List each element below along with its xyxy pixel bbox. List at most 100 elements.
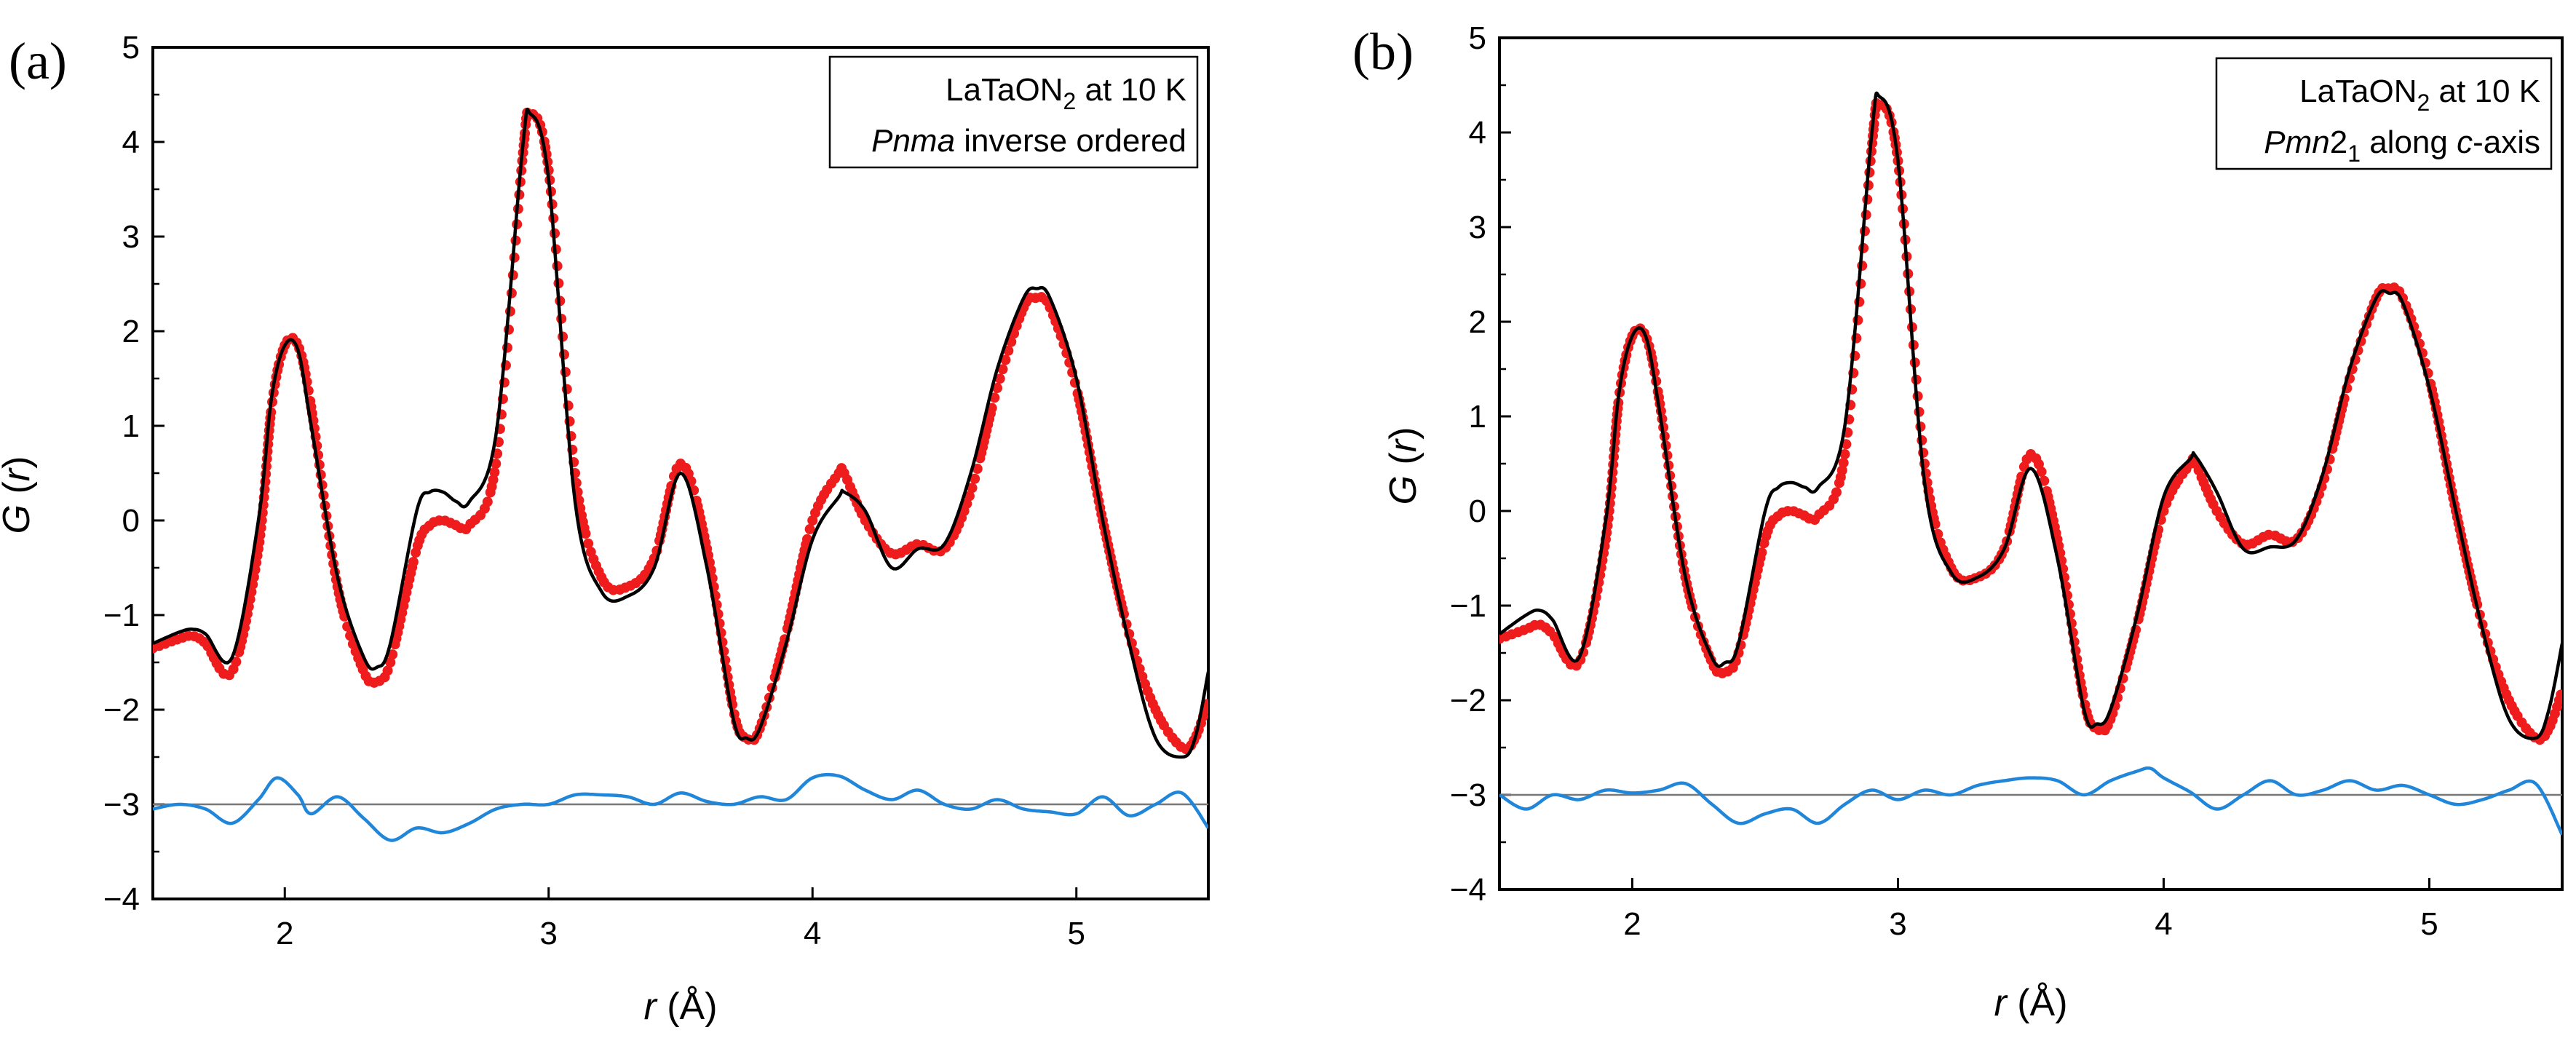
- observed-point: [967, 483, 978, 494]
- legend-along-b: along: [2361, 124, 2457, 160]
- x-axis-title-b: r (Å): [1994, 982, 2067, 1024]
- y-tick-label: −1: [103, 598, 140, 633]
- series-group-b: [1499, 91, 2562, 836]
- legend-box-a: [828, 55, 1199, 169]
- y-tick-label: 0: [122, 503, 140, 539]
- calculated-curve: [153, 107, 1208, 759]
- y-tick-label: −1: [1450, 588, 1486, 624]
- y-tick-label: −4: [103, 881, 140, 917]
- observed-point: [491, 459, 502, 469]
- axis-ticks-a: −4 −3 −2 −1 0 1 2 3 4 5 2 3 4 5: [103, 30, 1085, 951]
- legend-temp-b: at 10 K: [2430, 74, 2540, 109]
- x-tick-label: 3: [1889, 906, 1906, 942]
- x-tick-label: 5: [2420, 906, 2438, 942]
- observed-point: [1000, 354, 1011, 365]
- observed-point: [2039, 475, 2050, 486]
- legend-spacegroup-a: Pnma: [871, 123, 955, 159]
- legend-temp-a: at 10 K: [1076, 72, 1186, 108]
- y-tick-label: −4: [1450, 872, 1486, 908]
- legend-line2-a: Pnma inverse ordered: [871, 123, 1186, 159]
- legend-a: LaTaON2 at 10 K Pnma inverse ordered: [828, 55, 1199, 169]
- observed-point: [482, 496, 493, 507]
- observed-point: [231, 657, 242, 667]
- x-axis-title-a: r (Å): [643, 986, 717, 1028]
- observed-point: [2036, 467, 2047, 478]
- observed-point: [489, 467, 500, 478]
- x-tick-label: 3: [540, 916, 558, 951]
- observed-point: [1836, 465, 1847, 476]
- legend-spacegroup-b: Pmn: [2264, 124, 2329, 160]
- y-tick-label: 5: [1469, 20, 1486, 56]
- y-tick-label: −2: [103, 692, 140, 728]
- panel-label-b: (b): [1352, 23, 1414, 81]
- legend-compound-b: LaTaON: [2299, 74, 2417, 109]
- legend-axis-word-b: -axis: [2473, 124, 2540, 160]
- legend-spacegroup-sub-b: 1: [2347, 140, 2361, 167]
- legend-compound-a: LaTaON: [946, 72, 1063, 108]
- observed-point: [804, 524, 815, 535]
- observed-point: [408, 556, 419, 567]
- observed-point: [994, 373, 1005, 384]
- observed-point: [802, 534, 812, 544]
- observed-point: [1756, 547, 1767, 558]
- y-tick-label: 0: [1469, 494, 1486, 529]
- observed-point: [989, 392, 1000, 403]
- observed-point: [382, 665, 393, 676]
- observed-point: [385, 657, 396, 667]
- legend-subscript-b: 2: [2417, 90, 2430, 116]
- y-tick-label: −3: [103, 787, 140, 823]
- panel-label-a: (a): [9, 32, 67, 90]
- observed-point: [972, 464, 983, 475]
- legend-spacegroup-num-b: 2: [2330, 124, 2347, 160]
- observed-point: [583, 538, 594, 549]
- x-tick-label: 2: [1623, 906, 1641, 942]
- y-tick-label: 1: [122, 408, 140, 444]
- legend-line1-b: LaTaON2 at 10 K: [2299, 74, 2540, 116]
- y-tick-label: 5: [122, 30, 140, 66]
- x-tick-label: 4: [2155, 906, 2172, 942]
- y-tick-label: 3: [1469, 210, 1486, 245]
- difference-curve: [1499, 766, 2562, 836]
- x-tick-label: 2: [276, 916, 293, 951]
- observed-point: [2556, 689, 2562, 700]
- legend-model-a: inverse ordered: [955, 123, 1186, 159]
- legend-axis-letter-b: c: [2457, 124, 2473, 160]
- y-axis-title-b: G (r): [1382, 427, 1424, 505]
- y-tick-label: −3: [1450, 777, 1486, 813]
- series-group-a: [153, 107, 1208, 842]
- y-tick-label: 2: [122, 314, 140, 349]
- observed-series: [153, 107, 1208, 755]
- y-tick-label: 3: [122, 219, 140, 255]
- observed-point: [970, 473, 980, 484]
- observed-series: [1499, 98, 2562, 745]
- y-tick-label: 2: [1469, 304, 1486, 340]
- y-tick-label: 4: [122, 124, 140, 160]
- legend-line1-a: LaTaON2 at 10 K: [946, 72, 1186, 114]
- calculated-curve: [1499, 91, 2562, 740]
- observed-point: [962, 499, 972, 510]
- observed-point: [1838, 457, 1849, 468]
- observed-point: [997, 364, 1008, 375]
- observed-point: [580, 528, 591, 539]
- observed-point: [1003, 345, 1014, 356]
- legend-b: LaTaON2 at 10 K Pmn21 along c-axis: [2215, 57, 2553, 170]
- y-tick-label: 1: [1469, 399, 1486, 435]
- panel-a: (a) −4 −3 −2 −1 0 1 2 3 4 5 2 3 4 5 G (r) r (Å) LaTaO…: [0, 30, 1210, 1028]
- difference-curve: [153, 772, 1208, 842]
- legend-line2-b: Pmn21 along c-axis: [2264, 124, 2540, 167]
- observed-point: [964, 491, 975, 502]
- observed-point: [1831, 487, 1842, 498]
- observed-point: [1839, 449, 1850, 459]
- observed-point: [387, 649, 398, 660]
- y-tick-label: −2: [1450, 683, 1486, 718]
- y-axis-title-a: G (r): [0, 456, 38, 534]
- observed-point: [992, 383, 1002, 393]
- observed-point: [488, 475, 499, 486]
- legend-subscript-a: 2: [1063, 88, 1077, 114]
- legend-box-b: [2215, 57, 2553, 170]
- x-tick-label: 5: [1068, 916, 1085, 951]
- x-tick-label: 4: [804, 916, 821, 951]
